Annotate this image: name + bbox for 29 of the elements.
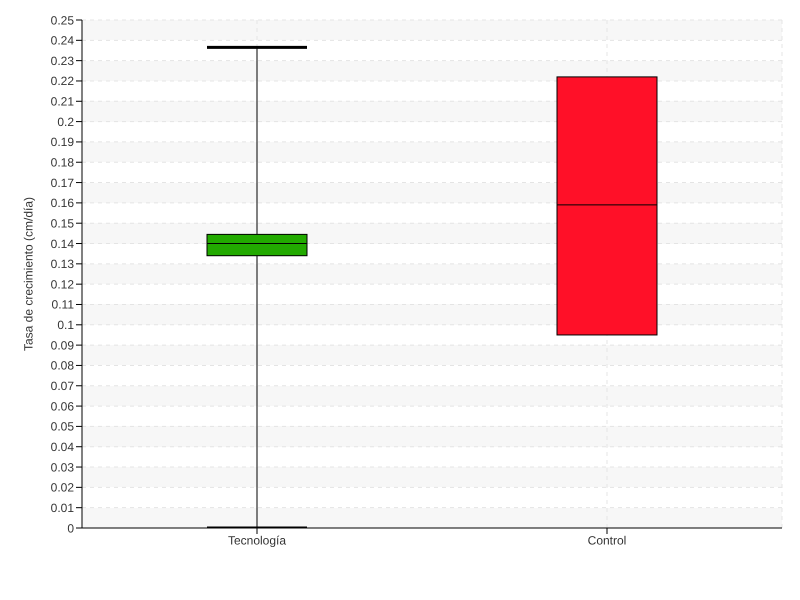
y-tick-label: 0.01 bbox=[50, 500, 74, 515]
y-tick-label: 0.25 bbox=[50, 13, 74, 28]
y-tick-label: 0.02 bbox=[50, 480, 74, 495]
y-tick-label: 0.12 bbox=[50, 277, 74, 292]
y-tick-label: 0.17 bbox=[50, 176, 74, 190]
y-tick-label: 0.05 bbox=[50, 420, 74, 434]
x-tick-label: Control bbox=[588, 534, 626, 548]
y-tick-label: 0.22 bbox=[50, 74, 74, 88]
y-tick-label: 0.03 bbox=[50, 460, 74, 474]
y-tick-label: 0.16 bbox=[50, 196, 74, 210]
y-tick-label: 0.11 bbox=[52, 298, 74, 312]
y-tick-label: 0.15 bbox=[50, 216, 74, 230]
y-tick-label: 0.08 bbox=[50, 358, 74, 373]
y-tick-label: 0.19 bbox=[50, 135, 74, 150]
y-tick-label: 0.06 bbox=[50, 399, 74, 414]
y-tick-label: 0.1 bbox=[57, 318, 74, 332]
x-tick-label: Tecnología bbox=[228, 534, 286, 548]
y-tick-label: 0.13 bbox=[50, 257, 74, 272]
y-tick-label: 0.07 bbox=[50, 379, 74, 394]
y-tick-label: 0 bbox=[67, 521, 74, 536]
y-axis-title: Tasa de crecimiento (cm/día) bbox=[21, 196, 36, 352]
y-tick-label: 0.14 bbox=[50, 236, 74, 251]
y-tick-label: 0.23 bbox=[50, 54, 74, 68]
y-tick-label: 0.21 bbox=[50, 94, 74, 109]
y-tick-label: 0.04 bbox=[50, 440, 74, 454]
y-tick-label: 0.2 bbox=[57, 114, 74, 129]
y-tick-label: 0.24 bbox=[50, 34, 74, 48]
y-tick-label: 0.09 bbox=[50, 338, 74, 352]
y-tick-label: 0.18 bbox=[50, 156, 74, 170]
